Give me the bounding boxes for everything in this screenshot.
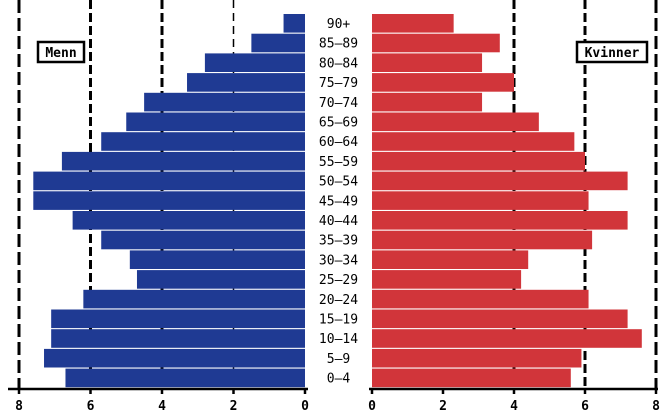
age-label-15-19: 15–19 xyxy=(319,313,358,328)
age-label-55-59: 55–59 xyxy=(319,155,358,170)
bars xyxy=(33,14,642,388)
bar-right-55-59 xyxy=(372,151,585,171)
tick-label-left-4: 4 xyxy=(158,399,166,412)
age-label-20-24: 20–24 xyxy=(319,293,358,308)
bar-right-0-4 xyxy=(372,368,571,388)
bar-right-60-64 xyxy=(372,132,575,151)
bar-left-55-59 xyxy=(61,151,306,171)
age-label-50-54: 50–54 xyxy=(319,175,358,190)
bar-left-0-4 xyxy=(65,368,305,388)
legend-label-men: Menn xyxy=(45,46,76,61)
bar-left-15-19 xyxy=(51,309,305,329)
bar-right-15-19 xyxy=(372,309,628,329)
tick-label-right-6: 6 xyxy=(581,399,589,412)
bar-left-70-74 xyxy=(144,92,305,112)
bar-left-20-24 xyxy=(83,289,305,309)
bar-left-50-54 xyxy=(33,171,306,191)
age-label-25-29: 25–29 xyxy=(319,273,358,288)
tick-label-right-8: 8 xyxy=(652,399,660,412)
age-label-30-34: 30–34 xyxy=(319,253,358,268)
bar-right-5-9 xyxy=(372,348,582,368)
age-label-70-74: 70–74 xyxy=(319,96,358,111)
bar-right-30-34 xyxy=(372,250,529,269)
legend-box-women xyxy=(575,40,649,64)
bar-left-75-79 xyxy=(187,73,305,92)
tick-label-left-0: 0 xyxy=(301,399,309,412)
bar-right-10-14 xyxy=(372,329,642,348)
bar-right-45-49 xyxy=(372,191,589,210)
age-label-10-14: 10–14 xyxy=(319,332,358,347)
bar-left-45-49 xyxy=(33,191,306,210)
age-label-85-89: 85–89 xyxy=(319,37,358,52)
age-label-0-4: 0–4 xyxy=(327,372,351,387)
legend: Menn Kvinner xyxy=(36,40,649,64)
age-labels: 0–4 5–9 10–14 15–19 20–24 25–29 30–34 35–39 40–4… xyxy=(319,17,358,387)
bar-right-70-74 xyxy=(372,92,483,112)
bar-left-65-69 xyxy=(126,112,305,132)
bar-left-85-89 xyxy=(251,33,305,53)
age-label-45-49: 45–49 xyxy=(319,194,358,209)
bar-left-35-39 xyxy=(101,230,305,250)
bar-left-10-14 xyxy=(51,329,305,348)
gridlines xyxy=(17,0,658,389)
bar-left-25-29 xyxy=(136,270,305,289)
bar-right-80-84 xyxy=(372,53,483,72)
age-label-90+: 90+ xyxy=(327,17,351,32)
bar-right-90+ xyxy=(372,14,454,33)
bar-right-20-24 xyxy=(372,289,589,309)
legend-label-women: Kvinner xyxy=(585,46,640,61)
tick-label-right-2: 2 xyxy=(439,399,447,412)
axes: 8 6 4 2 0 0 2 4 6 8 xyxy=(8,387,660,412)
age-label-40-44: 40–44 xyxy=(319,214,358,229)
bar-left-5-9 xyxy=(44,348,306,368)
bar-right-40-44 xyxy=(372,211,628,230)
bar-left-40-44 xyxy=(72,211,305,230)
bar-left-30-34 xyxy=(129,250,305,269)
tick-label-left-2: 2 xyxy=(230,399,238,412)
legend-box-men xyxy=(36,40,86,64)
tick-label-left-6: 6 xyxy=(87,399,95,412)
tick-label-right-0: 0 xyxy=(368,399,376,412)
age-label-75-79: 75–79 xyxy=(319,76,358,91)
age-label-35-39: 35–39 xyxy=(319,234,358,249)
bar-right-25-29 xyxy=(372,270,522,289)
age-label-80-84: 80–84 xyxy=(319,56,358,71)
age-label-60-64: 60–64 xyxy=(319,135,358,150)
tick-label-left-8: 8 xyxy=(15,399,23,412)
age-label-65-69: 65–69 xyxy=(319,116,358,131)
bar-left-90+ xyxy=(283,14,305,33)
bar-left-60-64 xyxy=(101,132,305,151)
tick-label-right-4: 4 xyxy=(510,399,518,412)
bar-right-65-69 xyxy=(372,112,539,132)
age-label-5-9: 5–9 xyxy=(327,352,350,367)
bar-right-35-39 xyxy=(372,230,593,250)
bar-right-50-54 xyxy=(372,171,628,191)
bar-right-75-79 xyxy=(372,73,514,92)
bar-left-80-84 xyxy=(204,53,305,72)
bar-right-85-89 xyxy=(372,33,500,53)
